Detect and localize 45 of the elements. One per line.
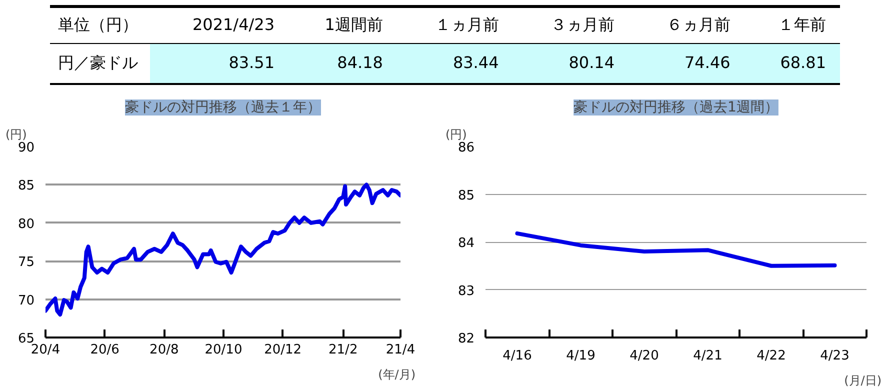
category-label: ３ヵ月前	[550, 14, 616, 36]
x-tick-label: 20/8	[150, 342, 179, 358]
y-tick-label: 83	[458, 284, 475, 299]
text: 80.14	[568, 52, 615, 72]
x-tick-label: 20/4	[30, 342, 60, 358]
x-tick-label: 4/16	[502, 348, 532, 364]
y-tick-label: 86	[458, 140, 475, 156]
text: 83.51	[228, 52, 274, 72]
line-series	[46, 182, 400, 317]
x-tick-label: 21/2	[328, 342, 358, 358]
category-label: １ヵ月前	[434, 14, 500, 36]
text: 83.44	[452, 52, 499, 72]
y-tick-label: 84	[458, 236, 475, 251]
y-tick-label: 80	[18, 216, 35, 232]
y-tick-label: 90	[18, 140, 35, 156]
x-tick-label: 4/23	[820, 348, 850, 364]
x-axis-title: (年/月)	[378, 368, 416, 382]
x-tick-label: 21/4	[386, 342, 416, 358]
x-tick-label: 4/20	[630, 348, 659, 364]
category-label: ６ヵ月前	[665, 14, 732, 36]
text: 68.81	[780, 52, 826, 72]
x-tick-label: 20/12	[264, 342, 302, 358]
category-label: 1週間前	[324, 14, 384, 36]
chart-title: 豪ドルの対円推移（過去1週間）	[574, 100, 778, 116]
x-tick-label: 4/22	[756, 348, 786, 364]
x-tick-label: 4/21	[693, 348, 722, 364]
line-series	[515, 231, 837, 268]
category-label: 円／豪ドル	[58, 52, 138, 72]
text: 単位（円）	[57, 14, 139, 36]
y-tick-label: 82	[458, 332, 475, 346]
y-tick-label: 75	[18, 255, 35, 270]
y-tick-label: 70	[18, 293, 35, 308]
y-tick-label: 85	[458, 188, 475, 204]
x-tick-label: 20/10	[204, 342, 242, 358]
y-tick-label: 85	[18, 178, 35, 194]
text: 84.18	[337, 52, 383, 72]
category-label: １年前	[777, 14, 827, 36]
y-axis-title: (円)	[446, 128, 467, 142]
category-label: 2021/4/23	[191, 14, 276, 36]
text: 74.46	[684, 52, 730, 72]
y-axis-title: (円)	[6, 128, 27, 142]
x-axis-title: (月/日)	[844, 374, 882, 388]
x-tick-label: 4/19	[566, 348, 596, 364]
x-tick-label: 20/6	[90, 342, 120, 358]
chart-title: 豪ドルの対円推移（過去１年）	[125, 100, 321, 116]
